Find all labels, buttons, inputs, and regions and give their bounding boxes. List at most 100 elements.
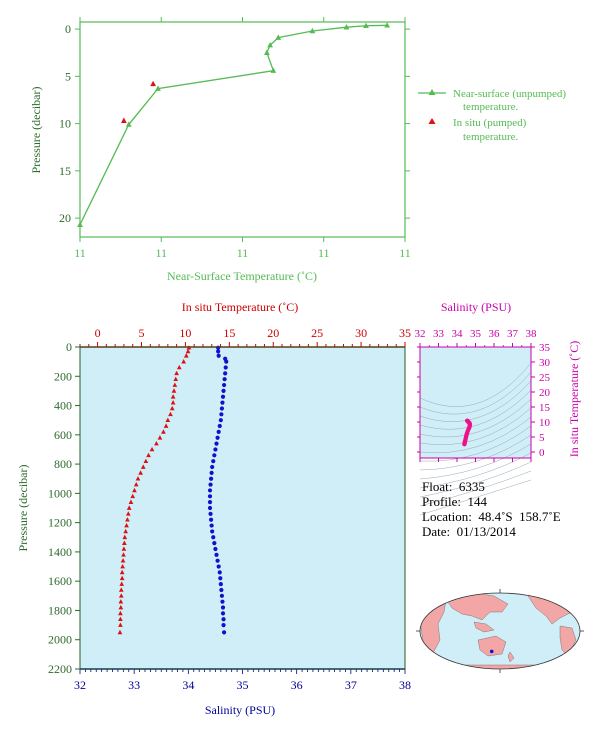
temperature-tick-label: 30 [355,326,367,340]
near-surface-point [343,23,350,30]
near-surface-temperature-chart: 0 5 10 15 20 11 11 11 11 11 Near-Surface Temperat… [29,17,566,283]
salinity-point [210,529,215,534]
temperature-tick-label: 5 [138,326,144,340]
pressure-tick-label: 400 [54,399,72,413]
salinity-point [220,605,226,610]
temperature-point [172,382,178,387]
near-surface-legend: Near-surface (unpumped) temperature. In … [418,88,566,143]
pressure-tick-label: 800 [54,457,72,471]
temperature-point [118,622,123,627]
float-position-marker [489,649,494,654]
isopycnal-line [419,398,532,438]
profile-plot-background [80,347,405,669]
isopycnal-line [419,461,532,498]
salinity-tick-label: 34 [182,678,194,692]
salinity-point [220,394,226,399]
salinity-point [223,365,228,370]
profile-line: Profile: 144 [422,494,487,510]
temperature-point [118,616,123,622]
profile-chart-frame [79,346,406,670]
y-tick-label: 0 [65,22,71,36]
ts-temperature-tick-label: 20 [539,387,551,399]
near-surface-point [263,49,270,55]
salinity-point [207,488,213,493]
temperature-point [121,552,126,557]
pressure-tick-label: 1000 [48,486,72,500]
float-value: 6335 [458,479,485,494]
date-line: Date: 01/13/2014 [422,524,516,540]
salinity-point [216,345,221,350]
isopycnal-line [419,407,532,446]
salinity-point [214,552,219,557]
x-tick-label: 11 [155,246,167,260]
temperature-point [161,429,166,434]
salinity-point [219,412,224,417]
ts-top-xlabel: Salinity (PSU) [441,300,511,314]
salinity-point [220,599,225,604]
temperature-tick-label: 35 [399,326,411,340]
salinity-point [223,371,228,376]
ts-salinity-tick-label: 35 [470,328,482,340]
pressure-tick-label: 1200 [48,516,72,530]
salinity-point [208,517,214,522]
profile-value: 144 [467,494,488,509]
x-tick-label: 11 [74,246,86,260]
temperature-point [146,452,151,458]
isopycnal-line [419,362,532,407]
y-tick-label: 10 [59,117,71,131]
near-surface-point [309,27,316,34]
temperature-point [128,499,134,504]
isopycnal-line [419,389,532,430]
near-surface-xlabel: Near-Surface Temperature (˚C) [167,269,317,283]
ts-diagram-chart: 32 33 34 35 36 37 38 0 5 10 15 20 25 30 35 Salinity (P… [415,300,581,516]
temperature-point [171,388,177,393]
ts-salinity-tick-label: 37 [507,328,519,340]
profile-bottom-xlabel: Salinity (PSU) [205,703,275,717]
temperature-tick-label: 0 [95,326,101,340]
temperature-point [135,476,141,481]
temperature-point [143,458,149,463]
ts-salinity-tick-label: 34 [452,328,464,340]
ts-temperature-tick-label: 35 [539,342,551,354]
temperature-point [138,470,143,475]
y-tick-label: 15 [59,164,71,178]
temperature-point [157,435,163,440]
salinity-tick-label: 36 [291,678,303,692]
temperature-point [163,423,169,428]
salinity-tick-label: 37 [345,678,357,692]
isopycnal-line [419,416,532,454]
salinity-point [224,359,229,364]
pressure-tick-label: 2000 [48,633,72,647]
salinity-point [215,558,220,563]
ts-plot-background [420,347,531,458]
temperature-point [183,353,189,358]
ts-temperature-tick-label: 15 [539,402,551,414]
salinity-point [220,400,225,405]
pressure-tick-label: 200 [54,369,72,383]
temperature-point [120,558,126,563]
salinity-point [208,511,213,516]
temperature-point [154,441,159,446]
near-surface-point [275,34,282,40]
near-surface-point [384,22,391,28]
salinity-point [216,429,221,434]
float-id-line: Float: 6335 [422,479,485,495]
temperature-tick-label: 25 [311,326,323,340]
profile-ylabel: Pressure (decibar) [16,465,30,552]
salinity-point [221,617,226,622]
temperature-point [120,563,125,569]
legend-triangle-red [428,118,436,124]
temperature-point [170,394,176,399]
temperature-point [119,581,125,586]
temperature-point [125,517,130,522]
location-label: Location: [422,509,472,524]
temperature-point [121,546,127,551]
world-map [416,589,584,673]
near-surface-series-line [79,24,388,225]
legend-entry-1-line1: Near-surface (unpumped) [453,88,566,100]
isopycnal-line [419,371,532,415]
near-surface-point [77,221,83,227]
temperature-point [118,599,124,604]
ts-salinity-tick-label: 38 [526,328,538,340]
salinity-point [210,464,215,470]
